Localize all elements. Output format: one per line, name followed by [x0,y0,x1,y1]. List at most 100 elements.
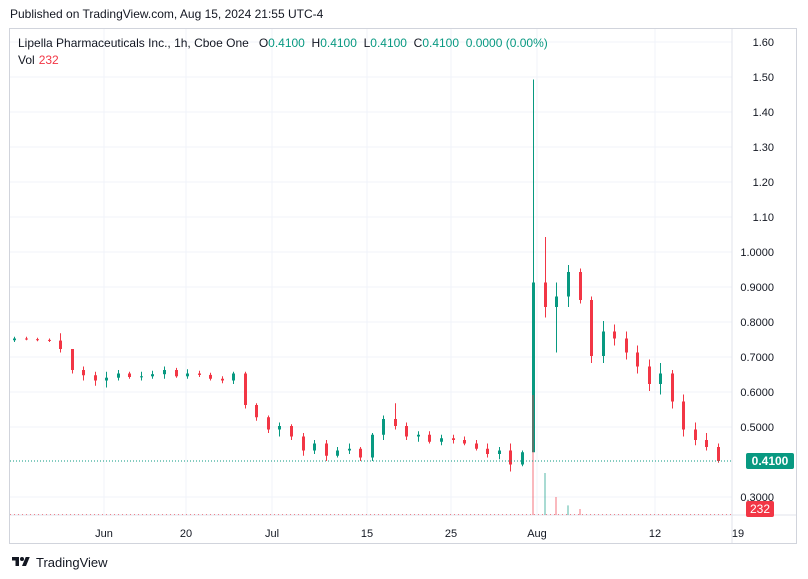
volume-value: 232 [38,53,59,67]
y-tick-label: 0.5000 [740,422,774,434]
ohlc-row: Lipella Pharmaceuticals Inc., 1h, Cboe O… [18,35,548,52]
footer: TradingView [10,552,108,572]
close-value: 0.4100 [422,36,460,50]
candle-body [717,447,720,461]
candle-body [579,272,582,300]
candle-body [475,443,478,449]
x-tick-label: Jun [95,528,113,540]
candle-body [105,377,108,381]
candle-body [405,426,408,437]
candle-body [544,282,547,307]
candle-body [48,339,51,341]
candle-body [348,448,351,451]
change-value: 0.0000 (0.00%) [465,36,548,50]
candle-body [394,419,397,426]
candle-body [509,450,512,465]
last-price-badge [746,453,794,469]
y-tick-label: 1.60 [753,37,774,49]
tradingview-logo-icon[interactable] [10,555,32,569]
candle-body [532,282,535,453]
y-tick-label: 0.9000 [740,282,774,294]
candle-body [555,296,558,307]
y-tick-label: 1.0000 [740,247,774,259]
candle-body [290,426,293,437]
candle-body [163,370,166,375]
last-price-label: 0.4100 [752,454,789,468]
candle-body [198,373,201,375]
candle-body [359,448,362,458]
x-tick-label: Aug [527,528,547,540]
candle-body [671,373,674,402]
candle-body [232,373,235,381]
candle-body [313,443,316,451]
volume-bar [532,395,534,515]
candle-body [278,426,281,430]
candle-body [221,378,224,381]
y-tick-label: 1.50 [753,72,774,84]
x-tick-label: 19 [732,528,744,540]
candle-body [648,366,651,384]
candle-body [625,338,628,353]
candle-body [590,300,593,356]
candle-body [255,405,258,418]
x-tick-label: Jul [265,528,279,540]
symbol-title[interactable]: Lipella Pharmaceuticals Inc., 1h, Cboe O… [18,36,249,50]
high-value: 0.4100 [320,36,357,50]
candle-body [186,373,189,377]
candle-body [371,434,374,458]
y-tick-label: 1.40 [753,107,774,119]
y-tick-label: 0.6000 [740,387,774,399]
candle-body [452,438,455,440]
open-label: O [258,36,269,50]
y-tick-label: 1.30 [753,142,774,154]
close-label: C [413,36,423,50]
candle-body [382,419,385,435]
y-tick-label: 0.7000 [740,352,774,364]
price-chart[interactable]: 1.60 1.50 1.40 1.30 1.20 1.10 1.0000 0.9000 0.80… [10,29,797,544]
candle-body [140,376,143,378]
candle-body [71,349,74,370]
candle-body [602,331,605,356]
open-value: 0.4100 [268,36,305,50]
candle-body [521,452,524,465]
chart-pane[interactable]: 1.60 1.50 1.40 1.30 1.20 1.10 1.0000 0.9000 0.80… [9,28,797,544]
candle-body [486,448,489,454]
y-tick-label: 1.10 [753,212,774,224]
candle-body [117,373,120,378]
candle-body [659,373,662,384]
low-label: L [363,36,371,50]
candle-body [267,417,270,430]
candle-body [94,375,97,381]
volume-label: Vol [18,53,35,67]
candle-body [567,272,570,297]
candle-body [13,338,16,341]
volume-bar [555,497,557,515]
candle-body [59,340,62,349]
candle-body [151,374,154,377]
x-tick-label: 20 [180,528,192,540]
y-tick-label: 0.8000 [740,317,774,329]
x-tick-label: 12 [649,528,661,540]
volume-bar [567,505,569,515]
x-tick-label: 15 [361,528,373,540]
volume-badge [746,501,774,517]
volume-row: Vol 232 [18,52,548,69]
candle-body [336,450,339,456]
candle-body [25,338,28,340]
candle-body [694,429,697,440]
candle-body [325,443,328,456]
high-label: H [311,36,321,50]
brand-name[interactable]: TradingView [36,554,108,570]
candle-body [302,436,305,451]
candle-body [440,438,443,442]
volume-bar [579,509,581,515]
candle-body [128,373,131,377]
volume-badge-label: 232 [750,502,770,516]
published-note: Published on TradingView.com, Aug 15, 20… [10,7,324,21]
candle-body [463,440,466,444]
low-value: 0.4100 [370,36,407,50]
x-tick-label: 25 [445,528,457,540]
candle-body [636,352,639,367]
volume-bar [544,473,546,515]
candle-body [36,339,39,341]
